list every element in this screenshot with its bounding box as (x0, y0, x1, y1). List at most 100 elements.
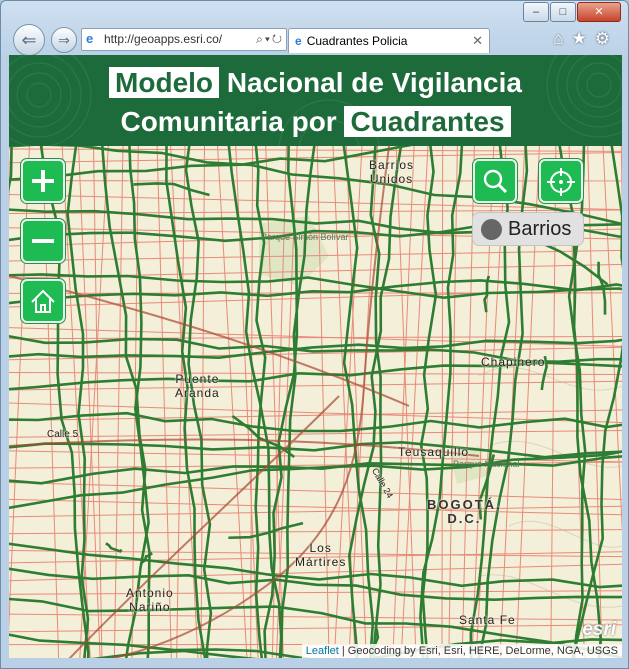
quadrant-boundary (79, 638, 622, 659)
road-line (200, 146, 206, 659)
status-bar (1, 658, 628, 668)
zoom-out-button[interactable] (21, 219, 65, 263)
main-arterials (9, 146, 480, 659)
road-line (9, 335, 622, 340)
road-line (9, 481, 622, 501)
map-attribution: Leaflet | Geocoding by Esri, Esri, HERE,… (301, 644, 622, 659)
header-text-line2: Comunitaria por (120, 106, 337, 137)
place-puente-aranda: Puente Aranda (175, 372, 220, 400)
minus-icon (32, 239, 54, 243)
header-title-line2: Comunitaria por Cuadrantes (9, 105, 622, 139)
place-santa-fe: Santa Fe (459, 613, 516, 627)
quadrant-boundary (419, 146, 464, 659)
quadrant-boundary (419, 146, 438, 659)
tab-cuadrantes[interactable]: e Cuadrantes Policia ✕ (288, 28, 490, 53)
road-line (9, 380, 622, 391)
road-line (9, 498, 622, 516)
toggle-knob (481, 219, 502, 240)
road-line (92, 146, 103, 659)
place-chapinero: Chapinero (481, 355, 546, 369)
plus-icon (32, 170, 54, 192)
app-viewport: Modelo Nacional de Vigilancia Comunitari… (9, 55, 622, 659)
leaflet-link[interactable]: Leaflet (305, 645, 339, 657)
quadrant-boundary (369, 146, 383, 659)
quadrant-boundary (165, 146, 207, 659)
quadrant-boundary (9, 273, 622, 300)
ie-tab-icon: e (295, 34, 302, 48)
road-line (9, 505, 622, 518)
quadrant-boundary (483, 275, 491, 313)
quadrant-boundary (9, 633, 317, 659)
quadrant-boundary (9, 542, 622, 589)
road-line (9, 550, 622, 558)
zoom-in-button[interactable] (21, 159, 65, 203)
road-line (250, 146, 254, 659)
park-label-simon-bolivar: Parque Simón Bolívar (261, 232, 349, 242)
place-los-martires: Los Mártires (295, 541, 347, 569)
road-line (395, 146, 417, 659)
road-line (156, 146, 172, 659)
barrios-toggle[interactable]: Barrios (473, 213, 583, 245)
forward-button[interactable]: ⇒ (51, 27, 77, 53)
road-line (176, 146, 186, 659)
road-line (9, 551, 622, 564)
quadrant-boundary (263, 146, 299, 659)
road-line (265, 146, 284, 659)
minimize-button[interactable]: – (523, 2, 549, 22)
road-line (170, 146, 199, 659)
barrios-toggle-label: Barrios (508, 218, 572, 240)
search-icon (483, 169, 508, 194)
quadrant-boundary (540, 355, 548, 391)
ie-icon: e (86, 31, 94, 46)
home-icon (31, 289, 55, 313)
quadrant-boundary (597, 261, 607, 315)
road-line (9, 590, 622, 595)
close-tab-icon[interactable]: ✕ (472, 33, 483, 48)
place-antonio-narino: Antonio Nariño (126, 586, 174, 614)
map-layer (9, 146, 622, 659)
header-box-modelo: Modelo (109, 67, 220, 98)
road-line (9, 402, 622, 423)
street-calle5: Calle 5 (47, 429, 79, 440)
road-line (9, 624, 622, 633)
road-line (61, 146, 91, 659)
place-bogota: BOGOTÁ, D.C. (427, 497, 502, 526)
back-button[interactable]: ⇐ (13, 24, 45, 56)
quadrant-boundary (342, 146, 375, 659)
quadrant-boundary (9, 338, 622, 360)
quadrant-boundary (570, 343, 622, 659)
browser-tools[interactable]: ⌂★⚙ (553, 29, 618, 48)
place-teusaquillo: Teusaquillo (398, 445, 470, 459)
close-window-button[interactable]: ✕ (577, 2, 621, 22)
quadrant-boundary (133, 182, 210, 197)
header-text-line1: Nacional de Vigilancia (226, 67, 522, 98)
header-title-line1: Modelo Nacional de Vigilancia (9, 66, 622, 100)
road-line (9, 429, 622, 438)
quadrant-boundary (9, 450, 622, 510)
attribution-text: | Geocoding by Esri, Esri, HERE, DeLorme… (338, 645, 618, 657)
park-label-nacional: Parque Nacional (453, 459, 520, 469)
quadrant-boundary (279, 146, 316, 659)
locate-button[interactable] (539, 159, 583, 203)
quadrant-boundary (9, 279, 622, 305)
quadrant-boundary (9, 146, 413, 182)
quadrant-boundary (184, 146, 213, 659)
road-line (392, 146, 415, 659)
place-barrios-unidos: Barrios Unidos (369, 158, 415, 186)
quadrant-boundary (66, 146, 90, 659)
road-line (9, 409, 622, 422)
address-tools[interactable]: ⌕▾↻ (253, 29, 284, 50)
maximize-button[interactable]: □ (550, 2, 576, 22)
quadrant-boundary (228, 521, 304, 540)
road-line (79, 146, 109, 659)
address-bar[interactable]: e http://geoapps.esri.co/ ⌕▾↻ (81, 28, 287, 51)
road-line (602, 146, 622, 533)
road-line (217, 146, 248, 659)
quadrant-boundary (140, 552, 153, 564)
search-button[interactable] (473, 159, 517, 203)
home-button[interactable] (21, 279, 65, 323)
map-canvas[interactable]: Parque Simón Bolívar Parque Nacional Bar… (9, 146, 622, 659)
quadrant-boundary (9, 440, 622, 459)
tab-title: Cuadrantes Policia (306, 34, 408, 48)
